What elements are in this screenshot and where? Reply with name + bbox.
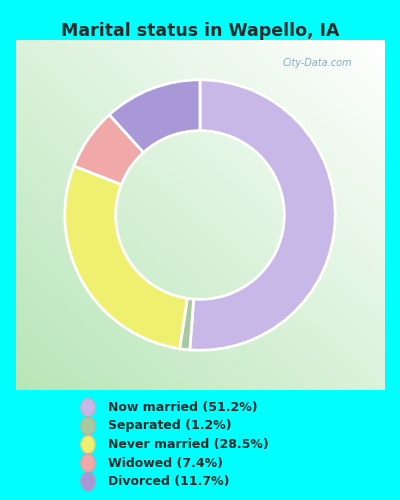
Text: Separated (1.2%): Separated (1.2%) xyxy=(108,420,232,432)
Wedge shape xyxy=(180,298,194,350)
Wedge shape xyxy=(190,80,335,350)
Text: City-Data.com: City-Data.com xyxy=(282,58,352,68)
Text: Never married (28.5%): Never married (28.5%) xyxy=(108,438,269,451)
Text: Divorced (11.7%): Divorced (11.7%) xyxy=(108,475,230,488)
Wedge shape xyxy=(74,114,144,184)
Wedge shape xyxy=(109,80,200,152)
Text: Marital status in Wapello, IA: Marital status in Wapello, IA xyxy=(61,22,339,40)
Wedge shape xyxy=(65,166,187,348)
Text: Now married (51.2%): Now married (51.2%) xyxy=(108,401,258,414)
Text: Widowed (7.4%): Widowed (7.4%) xyxy=(108,456,223,469)
